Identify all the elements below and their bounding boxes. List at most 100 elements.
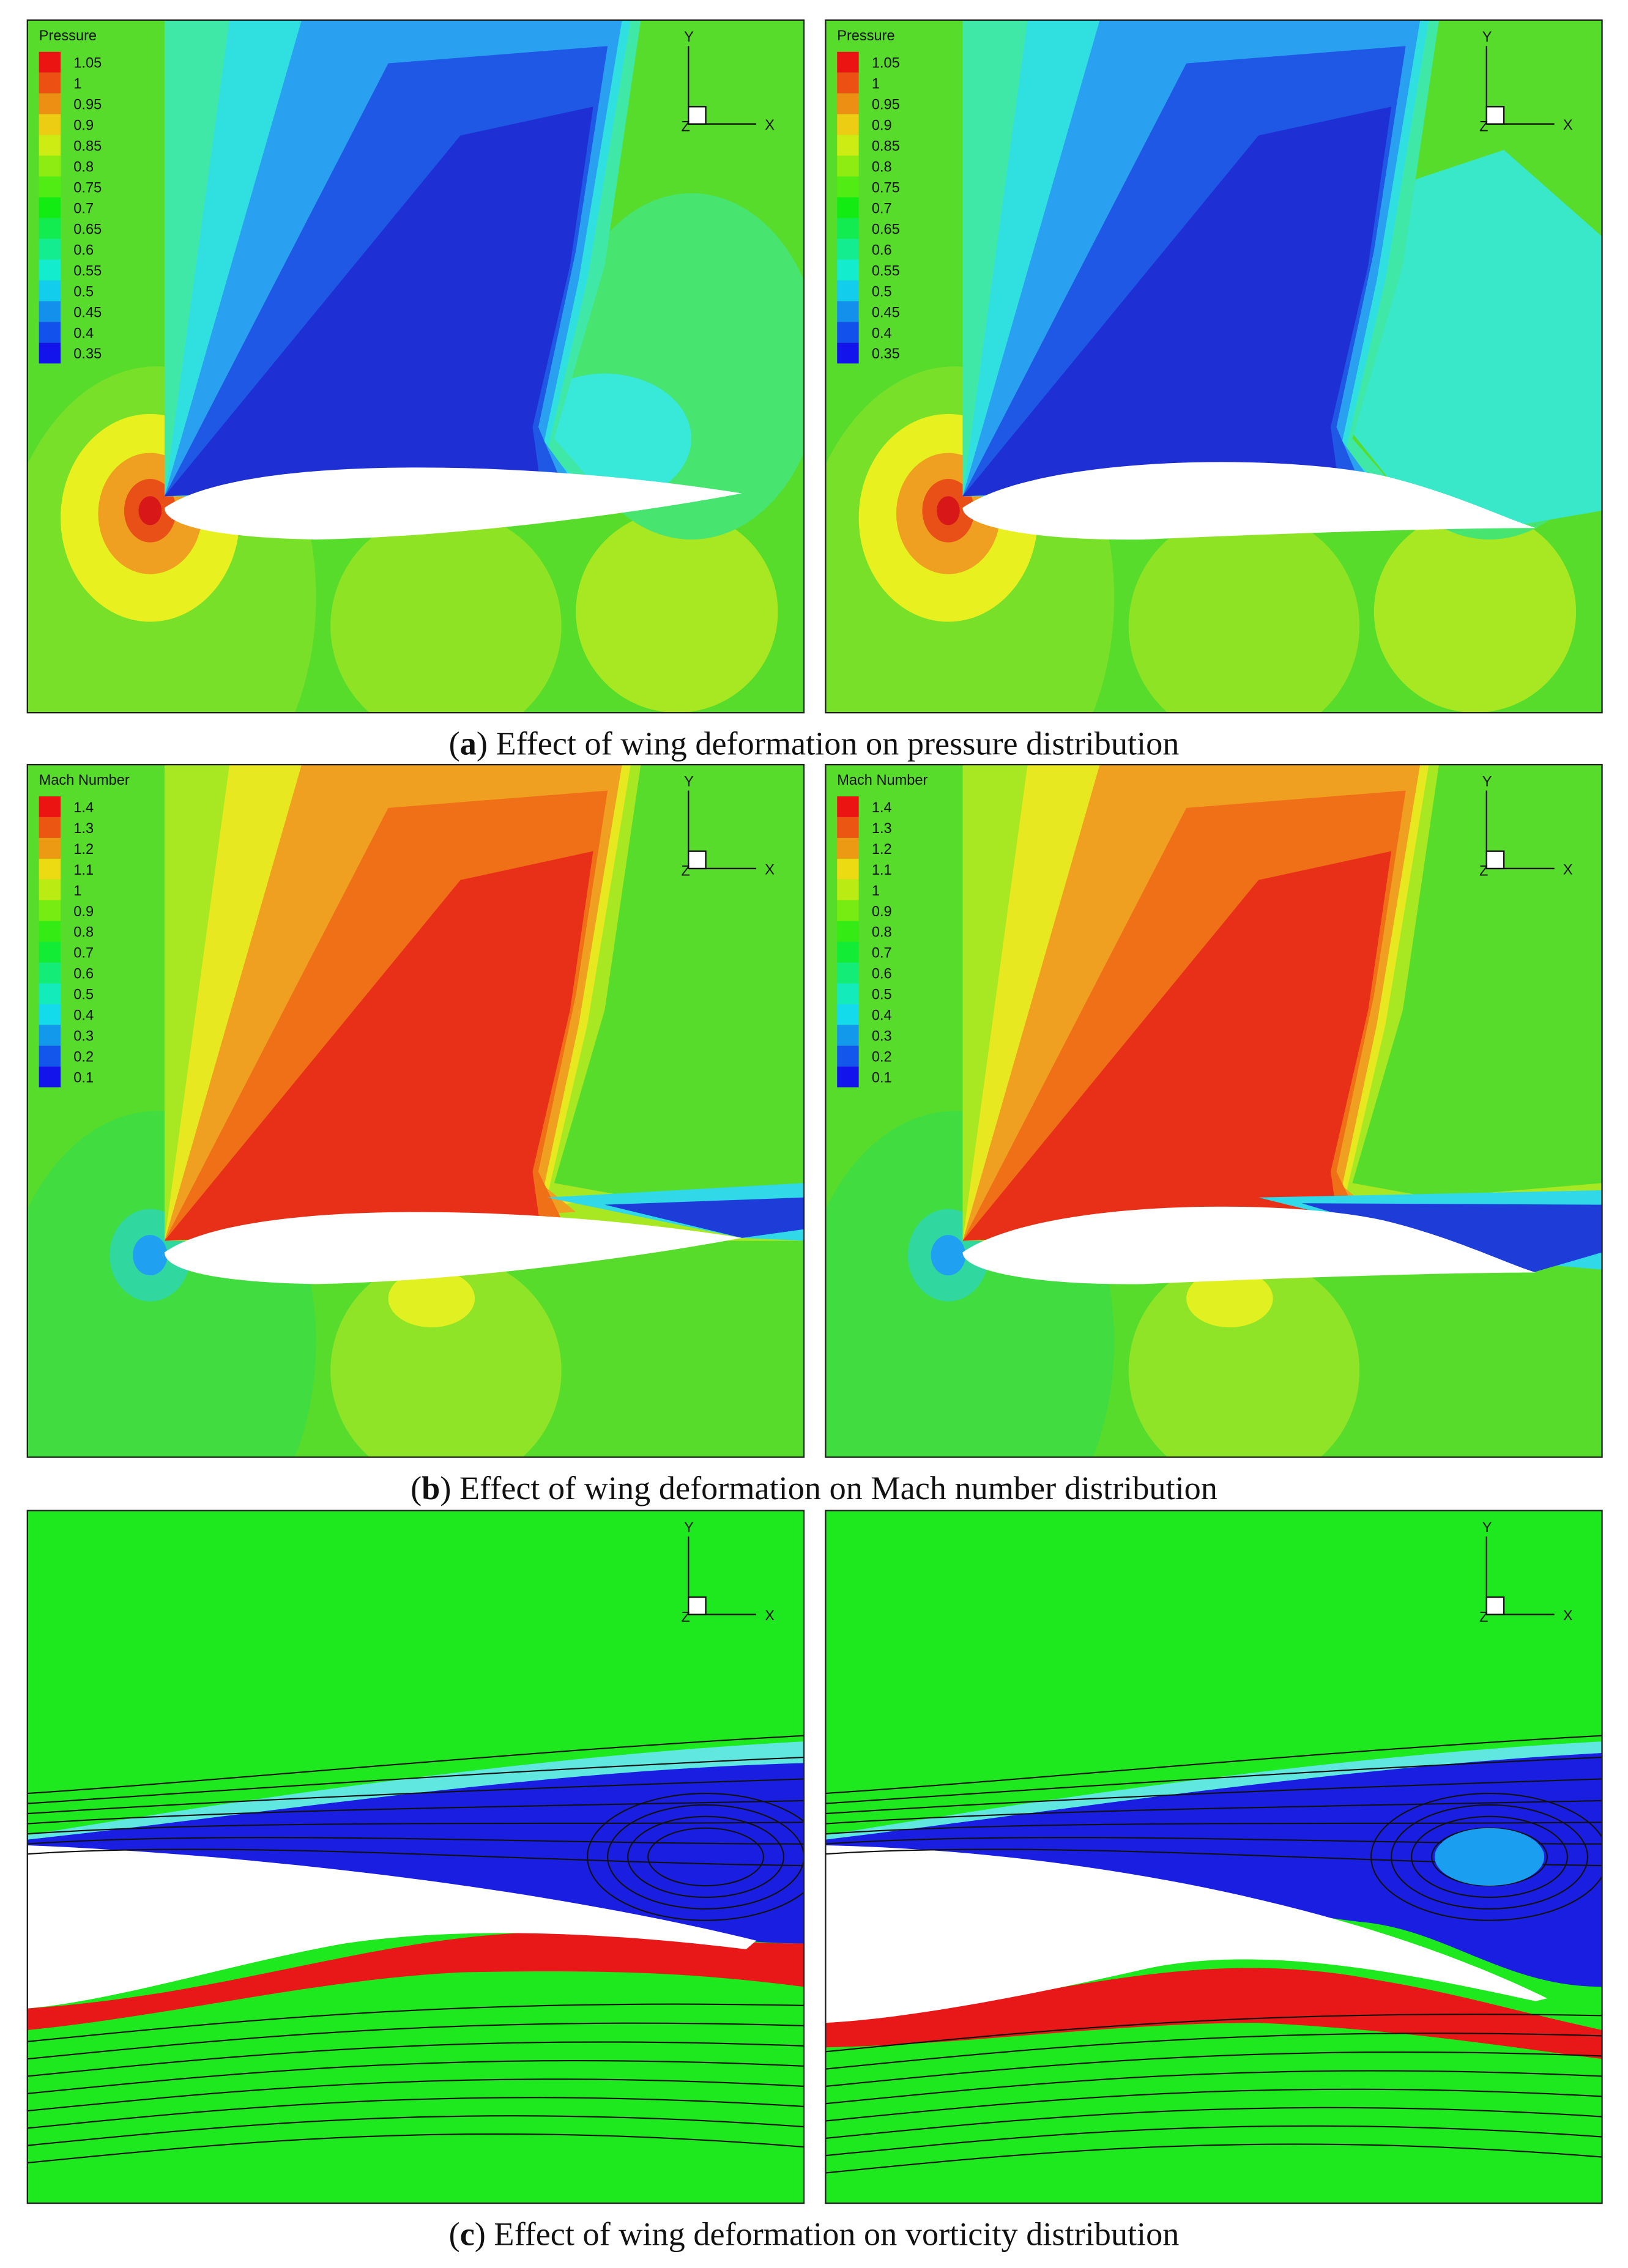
streamline [825,1821,1602,1835]
vortex-line [587,1793,804,1921]
legend-swatch [39,983,61,1004]
triad-box [688,1596,707,1615]
triad-label: X [1563,117,1573,133]
contour-region [138,496,162,525]
legend-label: 0.7 [872,200,892,216]
legend-label: 0.75 [872,179,900,195]
airfoil [164,467,742,540]
plot-frame [26,19,805,714]
vortex-line [607,1804,804,1910]
legend-swatch [837,239,859,260]
vortex-line [1391,1804,1589,1910]
legend-swatch [39,155,61,177]
legend-label: 0.4 [73,325,94,341]
caption: (a) Effect of wing deformation on pressu… [449,725,1180,762]
triad-box [1485,1596,1505,1615]
legend-swatch [837,301,859,322]
legend-label: 0.35 [73,346,102,361]
legend-title: Pressure [837,28,894,43]
legend-label: 1.3 [872,820,892,836]
legend-swatch [837,817,859,838]
legend-swatch [39,72,61,94]
legend-label: 0.85 [872,138,900,154]
legend-swatch [837,837,859,859]
plot-frame [825,19,1603,714]
contour-region [962,106,1392,497]
contour-region [825,1968,1602,2059]
caption: (c) Effect of wing deformation on vortic… [449,2215,1180,2252]
legend-swatch [837,259,859,281]
triad-label: Z [681,1609,689,1625]
contour-region [330,510,562,713]
legend-label: 1 [73,883,81,899]
streamline [825,2014,1602,2053]
contour-plot: Y X Z Pressure 1.05 1 0.95 0.9 0.85 0.8 0.75 0.7 0.6… [825,19,1603,714]
legend-title: Mach Number [39,772,130,788]
legend-label: 0.9 [73,903,94,919]
legend-swatch [837,962,859,984]
legend-label: 0.65 [73,221,102,237]
legend-label: 0.45 [73,304,102,320]
legend-label: 0.5 [872,283,892,299]
legend-swatch [837,135,859,156]
legend-swatch [39,218,61,239]
triad-label: Y [1482,773,1492,789]
vortex-line [1411,1815,1568,1898]
streamline [825,2088,1602,2122]
contour-region [1345,150,1602,525]
streamline [27,1778,804,1815]
vortex-line [647,1827,764,1887]
legend-swatch [837,343,859,364]
streamline [27,2041,804,2077]
legend-swatch [837,941,859,963]
triad-label: Z [681,863,689,879]
axis-triad [688,46,757,125]
legend-swatch [837,93,859,114]
contour-plot: Y X Z Pressure 1.05 1 0.95 0.9 0.85 0.8 0.75 0.7 0.6… [26,19,805,714]
legend-swatch [39,259,61,281]
legend-label: 1 [872,76,880,92]
legend-label: 1.1 [872,862,892,878]
legend-swatch [39,135,61,156]
legend-label: 0.6 [872,966,892,982]
streamline [825,2033,1602,2070]
legend-label: 0.9 [872,117,892,133]
contour-region [604,1197,804,1238]
contour-region [330,1255,562,1458]
legend-swatch [39,51,61,73]
legend-swatch [39,1045,61,1067]
triad-label: X [765,861,775,877]
airfoil [962,1206,1536,1284]
legend-swatch [837,900,859,921]
streamline [825,2051,1602,2088]
legend-label: 1 [73,76,81,92]
airfoil [825,1845,1547,2023]
streamline [825,2107,1602,2139]
contour-region [962,851,1392,1241]
streamline [27,2115,804,2146]
streamline [27,1799,804,1825]
axis-triad [1485,46,1555,125]
legend-label: 1.05 [73,55,102,71]
contour-region [164,106,593,497]
legend-label: 0.8 [872,924,892,940]
contour-region [27,1932,804,2030]
airfoil [962,462,1536,540]
triad-label: Z [1479,1609,1488,1625]
legend-label: 0.2 [73,1049,94,1065]
legend-swatch [837,1066,859,1088]
legend-label: 0.2 [872,1049,892,1065]
legend-label: 0.45 [872,304,900,320]
legend-label: 1 [872,883,880,899]
legend-swatch [39,941,61,963]
triad-label: X [765,117,775,133]
triad-label: X [1563,861,1573,877]
legend-swatch [837,197,859,218]
legend-label: 0.3 [872,1028,892,1044]
streamline [825,2143,1602,2174]
legend-swatch [39,343,61,364]
streamline [27,2059,804,2094]
legend-swatch [837,51,859,73]
legend-swatch [837,114,859,135]
